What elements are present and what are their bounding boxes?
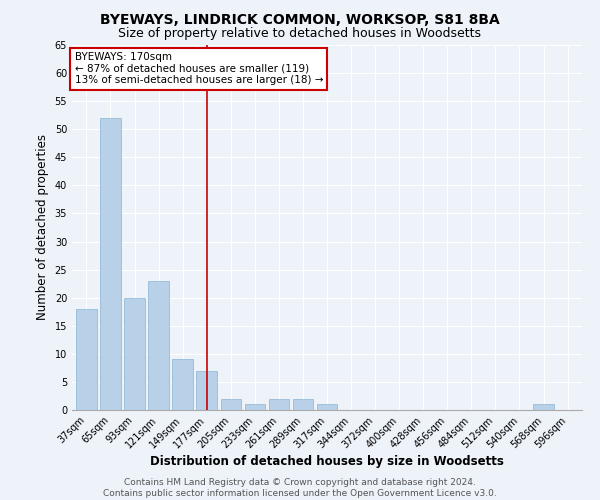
Text: BYEWAYS, LINDRICK COMMON, WORKSOP, S81 8BA: BYEWAYS, LINDRICK COMMON, WORKSOP, S81 8… bbox=[100, 12, 500, 26]
Bar bbox=[100, 118, 121, 410]
Bar bbox=[148, 281, 169, 410]
Bar bbox=[293, 399, 313, 410]
Bar bbox=[76, 309, 97, 410]
Text: Size of property relative to detached houses in Woodsetts: Size of property relative to detached ho… bbox=[119, 28, 482, 40]
Bar bbox=[196, 370, 217, 410]
Text: BYEWAYS: 170sqm
← 87% of detached houses are smaller (119)
13% of semi-detached : BYEWAYS: 170sqm ← 87% of detached houses… bbox=[74, 52, 323, 86]
Bar bbox=[124, 298, 145, 410]
Bar bbox=[269, 399, 289, 410]
Bar bbox=[221, 399, 241, 410]
Bar bbox=[317, 404, 337, 410]
Y-axis label: Number of detached properties: Number of detached properties bbox=[36, 134, 49, 320]
Bar bbox=[533, 404, 554, 410]
Bar bbox=[172, 360, 193, 410]
Text: Contains HM Land Registry data © Crown copyright and database right 2024.
Contai: Contains HM Land Registry data © Crown c… bbox=[103, 478, 497, 498]
Bar bbox=[245, 404, 265, 410]
X-axis label: Distribution of detached houses by size in Woodsetts: Distribution of detached houses by size … bbox=[150, 456, 504, 468]
